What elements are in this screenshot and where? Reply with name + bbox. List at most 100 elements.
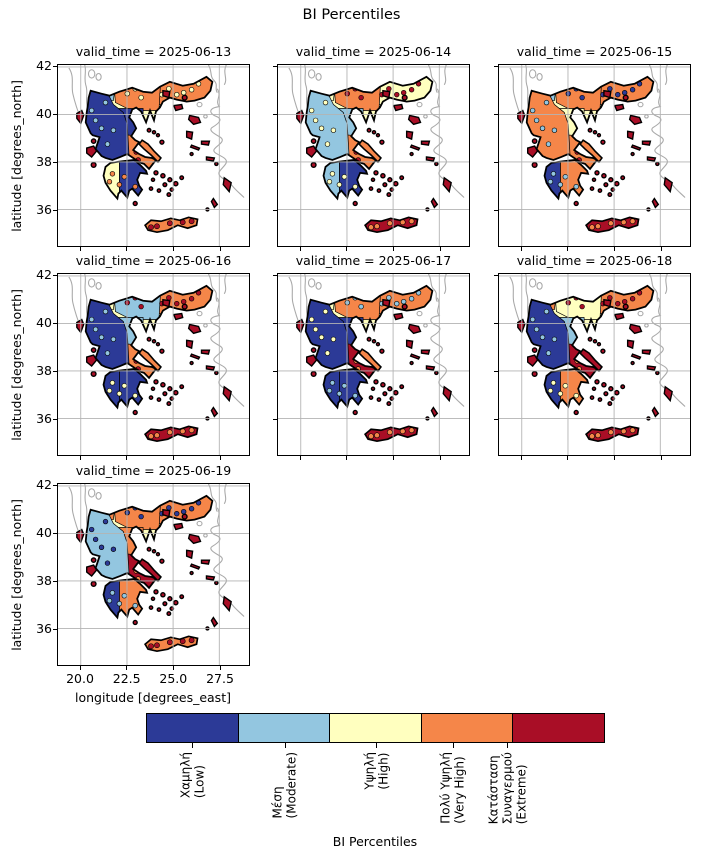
x-tick [392,247,394,251]
figure-title: BI Percentiles [302,7,401,23]
colorbar-segment-high [330,714,422,742]
x-tick [172,456,174,460]
colorbar-segment-extreme [513,714,604,742]
y-tick-label: 38 [36,573,52,588]
panel-title-4: valid_time = 2025-06-16 [75,253,232,268]
x-tick [613,247,615,251]
y-tick [494,113,498,115]
colorbar-label-line: Χαμηλή [178,752,193,799]
x-tick [660,247,662,251]
panel-title-1: valid_time = 2025-06-13 [75,44,232,59]
y-tick-label: 42 [36,58,52,73]
colorbar-tick [376,743,378,748]
colorbar-label-moderate: Μέση (Moderate) [271,752,299,819]
greece-map [58,484,249,665]
y-tick-label: 40 [36,525,52,540]
map-panel-6 [498,273,691,456]
y-tick-label: 36 [36,411,52,426]
colorbar-label-line: (Low) [192,765,207,799]
y-tick [53,418,57,420]
x-tick [299,456,301,460]
panel-title-5: valid_time = 2025-06-17 [295,253,452,268]
y-axis-label-row-3: latitude [degrees_north] [8,498,24,651]
colorbar [146,713,605,743]
y-tick [273,370,277,372]
y-tick-label: 42 [36,267,52,282]
colorbar-label-low: Χαμηλή (Low) [178,752,207,799]
x-tick [126,247,128,251]
y-tick [53,532,57,534]
x-tick [567,247,569,251]
colorbar-label-line: (High) [376,752,391,790]
y-tick [273,274,277,276]
colorbar-label-high: Υψηλή (High) [362,752,391,790]
greece-map [58,274,249,455]
x-tick-label: 27.5 [206,671,234,686]
map-panel-4 [57,273,250,456]
colorbar-label-line: Συναγερμού [500,752,515,825]
x-tick [346,247,348,251]
y-tick-label: 42 [36,477,52,492]
x-tick [79,456,81,460]
y-tick [53,322,57,324]
y-tick [53,484,57,486]
y-tick [494,161,498,163]
greece-map [499,274,690,455]
y-axis-label-row-1: latitude [degrees_north] [8,79,24,232]
y-tick [494,209,498,211]
y-tick [273,322,277,324]
y-tick [53,113,57,115]
y-tick [53,161,57,163]
colorbar-label-line: (Moderate) [284,752,299,819]
x-tick [392,456,394,460]
y-tick [53,628,57,630]
y-tick [273,209,277,211]
x-tick [126,666,128,670]
y-tick [53,274,57,276]
y-tick-label: 36 [36,202,52,217]
y-tick [494,322,498,324]
colorbar-tick [452,743,454,748]
y-tick [273,65,277,67]
x-tick [613,456,615,460]
colorbar-title: BI Percentiles [332,834,418,849]
x-axis-label: longitude [degrees_east] [75,690,231,705]
greece-map [278,65,469,246]
colorbar-tick [192,743,194,748]
x-tick [520,247,522,251]
greece-map [499,65,690,246]
x-tick-label: 22.5 [112,671,141,686]
map-panel-1 [57,64,250,247]
y-tick-label: 40 [36,106,52,121]
map-panel-7 [57,483,250,666]
y-tick [494,65,498,67]
panel-title-2: valid_time = 2025-06-14 [295,44,452,59]
y-tick [494,370,498,372]
colorbar-label-line: (Extreme) [514,764,529,825]
colorbar-tick [284,743,286,748]
x-tick [126,456,128,460]
y-tick-label: 38 [36,363,52,378]
x-tick [439,247,441,251]
x-tick [346,456,348,460]
y-tick [494,418,498,420]
x-tick [219,247,221,251]
x-tick-label: 25.0 [159,671,188,686]
colorbar-tick [507,743,509,748]
x-tick [299,247,301,251]
y-tick [53,580,57,582]
x-tick [660,456,662,460]
x-tick [520,456,522,460]
y-tick [273,161,277,163]
colorbar-label-extreme: Κατάσταση Συναγερμού (Extreme) [486,752,529,825]
panel-title-6: valid_time = 2025-06-18 [516,253,673,268]
colorbar-label-line: Κατάσταση [486,755,501,825]
x-tick [172,247,174,251]
colorbar-label-line: Υψηλή [362,752,377,790]
panel-title-7: valid_time = 2025-06-19 [75,463,232,478]
map-panel-3 [498,64,691,247]
colorbar-label-line: Πολύ Υψηλή [438,752,453,824]
x-tick [439,456,441,460]
x-tick [79,666,81,670]
